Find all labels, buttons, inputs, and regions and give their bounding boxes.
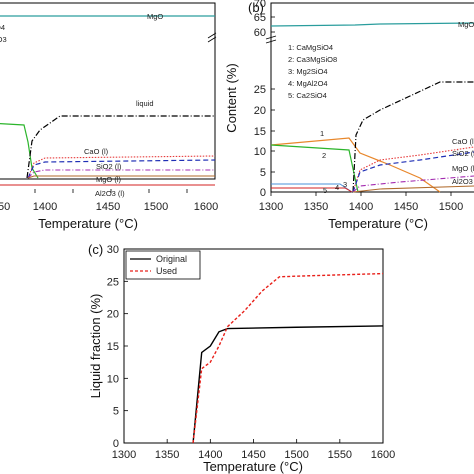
- panel-b-mgo-curve: [270, 22, 474, 27]
- panel-a-sio2-curve: [27, 159, 216, 179]
- panel-b-ytick-0: 0: [260, 187, 266, 199]
- x-tick-label: 1550: [328, 449, 352, 461]
- panel-b-annot-cao: CaO (l: [452, 137, 474, 146]
- panel-a-annot-io3: iO3: [0, 35, 7, 44]
- panel-b-ytick-65: 65: [254, 12, 266, 24]
- panel-b-marker-1: 1: [320, 129, 324, 138]
- panel-a-xtick-1: 1400: [33, 201, 57, 213]
- panel-c-xticks: 1300 1350 1400 1450 1500 1550 1600: [112, 439, 395, 461]
- panel-a-annot-cao: CaO (l): [84, 147, 109, 156]
- panel-b-yticks: 0 5 10 15 20 25 60 65 70: [254, 0, 275, 199]
- panel-c-yticks: 0 5 10 15 20 25 30: [107, 244, 128, 450]
- legend-label-used: Used: [156, 266, 177, 276]
- y-tick-label: 20: [107, 309, 119, 321]
- panel-a-annot-o4: O4: [0, 23, 5, 32]
- legend-label-original: Original: [156, 254, 187, 264]
- panel-b-liquid-curve: [352, 81, 474, 193]
- panel-b-frame: [270, 2, 474, 193]
- panel-c-legend-box: [125, 250, 201, 280]
- series-line-original: [192, 325, 384, 444]
- y-tick-label: 5: [113, 406, 119, 418]
- panel-c-legend: Original Used: [125, 250, 201, 280]
- x-tick-label: 1450: [241, 449, 265, 461]
- panel-a-xtick-0: 50: [0, 201, 10, 213]
- panel-b-ytick-10: 10: [254, 146, 266, 158]
- panel-b-sio2-curve: [352, 151, 474, 193]
- panel-b-annot-mgo-l: MgO (l: [452, 164, 474, 173]
- panel-a-xlabel: Temperature (°C): [38, 216, 138, 231]
- panel-b-ytick-20: 20: [254, 105, 266, 117]
- panel-b: (b) 0 5 10 15 20 25 60 65 70 Content (%)…: [224, 0, 474, 231]
- panel-b-ytick-5: 5: [260, 167, 266, 179]
- panel-b-legend-2: 2: Ca3MgSiO8: [288, 55, 337, 64]
- panel-c-ylabel: Liquid fraction (%): [88, 294, 103, 399]
- panel-b-ytick-15: 15: [254, 126, 266, 138]
- panel-b-xtick-3: 1450: [394, 201, 418, 213]
- panel-c-series: [192, 272, 384, 444]
- x-tick-label: 1500: [284, 449, 308, 461]
- panel-a-al2o3-curve: [27, 175, 215, 179]
- panel-b-xtick-0: 1300: [259, 201, 283, 213]
- y-tick-label: 30: [107, 244, 119, 256]
- y-tick-label: 0: [113, 438, 119, 450]
- panel-b-xtick-2: 1400: [349, 201, 373, 213]
- panel-b-xlabel: Temperature (°C): [328, 216, 428, 231]
- y-tick-label: 25: [107, 276, 119, 288]
- panel-b-marker-4: 4: [335, 183, 339, 192]
- panel-b-annot-sio2: SiO2 (l: [452, 149, 474, 158]
- panel-b-legend-1: 1: CaMgSiO4: [288, 43, 333, 52]
- panel-a-xtick-4: 1600: [194, 201, 218, 213]
- panel-b-legend-3: 3: Mg2SiO4: [288, 67, 328, 76]
- panel-b-ytick-25: 25: [254, 84, 266, 96]
- panel-b-curve-2: [270, 144, 359, 193]
- panel-c-xlabel: Temperature (°C): [203, 459, 303, 474]
- panel-a-annot-al2o3: Al2O3 (l): [95, 189, 125, 198]
- panel-a-xtick-2: 1450: [96, 201, 120, 213]
- panel-b-mgo-l-curve: [352, 175, 474, 193]
- panel-b-al2o3-curve: [352, 185, 474, 193]
- panel-a-annot-mgo-l: MgO (l): [96, 175, 122, 184]
- panel-b-cao-curve: [352, 146, 474, 193]
- panel-b-ylabel: Content (%): [224, 63, 239, 132]
- panel-a: MgO O4 iO3 liquid CaO (l) SiO2 (l) MgO (…: [0, 2, 218, 231]
- panel-b-marker-3: 3: [343, 180, 347, 189]
- y-tick-label: 15: [107, 341, 119, 353]
- panel-a-mgo-l-curve: [27, 169, 215, 179]
- y-tick-label: 10: [107, 373, 119, 385]
- panel-b-xtick-4: 1500: [439, 201, 463, 213]
- panel-a-frame: [0, 2, 216, 180]
- panel-a-annot-sio2: SiO2 (l): [96, 162, 122, 171]
- panel-b-low-curves-2: [271, 187, 353, 193]
- series-line-used: [192, 272, 384, 444]
- panel-a-green-curve: [0, 122, 39, 179]
- panel-c: (c) 0 5 10 15 20 25 30 1300 1350 1400 1450 1500 155…: [88, 242, 395, 474]
- panel-b-xtick-1: 1350: [304, 201, 328, 213]
- panel-a-annot-liquid: liquid: [136, 99, 154, 108]
- x-tick-label: 1600: [371, 449, 395, 461]
- panel-b-ytick-60: 60: [254, 27, 266, 39]
- x-tick-label: 1300: [112, 449, 136, 461]
- panel-b-ytick-70: 70: [254, 0, 266, 10]
- x-tick-label: 1350: [155, 449, 179, 461]
- panel-c-label: (c): [88, 242, 103, 257]
- panel-b-annot-mgo: MgO: [458, 20, 474, 29]
- panel-b-marker-2: 2: [322, 151, 326, 160]
- panel-a-xtick-3: 1500: [144, 201, 168, 213]
- panel-b-legend-5: 5: Ca2SiO4: [288, 91, 327, 100]
- panel-b-annot-al2o3: Al2O3 (l: [452, 177, 474, 186]
- panel-a-annot-mgo: MgO: [147, 12, 163, 21]
- panel-b-legend-4: 4: MgAl2O4: [288, 79, 328, 88]
- panel-a-cao-curve: [27, 155, 216, 179]
- panel-b-label: (b): [248, 0, 264, 15]
- x-tick-label: 1400: [198, 449, 222, 461]
- panel-a-liquid-curve: [26, 115, 215, 179]
- panel-b-marker-5: 5: [323, 186, 327, 195]
